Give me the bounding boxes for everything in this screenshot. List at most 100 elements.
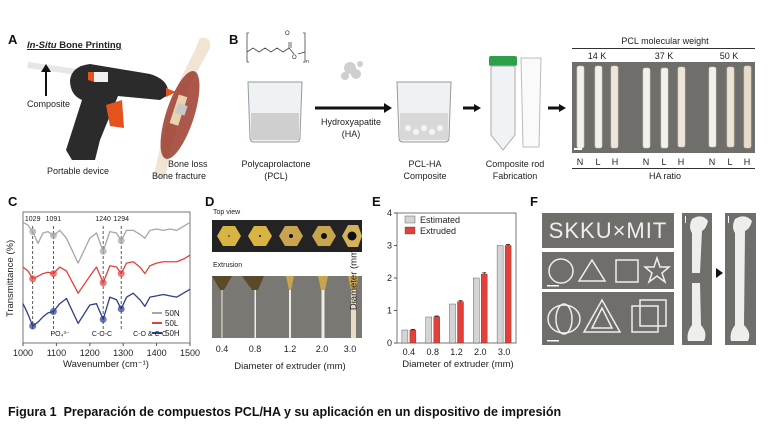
fractured-bone-photo: [682, 213, 712, 345]
ratio-l: L: [595, 157, 601, 167]
bar-extruded: [433, 316, 440, 344]
x-tick-label: 1200: [80, 348, 100, 358]
mw-37k: 37 K: [654, 51, 674, 61]
x-tick-label: 1300: [113, 348, 133, 358]
peak-marker: [49, 232, 57, 240]
peak-marker: [99, 279, 107, 287]
arrow-right-icon: [716, 268, 723, 278]
composite-label-2: Composite: [403, 171, 447, 181]
composite-label-1: PCL-HA: [408, 159, 442, 169]
size-tick: 1.2: [283, 344, 297, 354]
peak-marker: [99, 247, 107, 255]
beaker-composite: [396, 81, 452, 143]
pcl-structure: [246, 32, 306, 63]
x-tick-label: 1000: [13, 348, 33, 358]
panel-f-label: F: [530, 194, 538, 209]
title-italic: In-Situ: [27, 40, 57, 51]
x-tick-label: 1100: [47, 348, 66, 358]
panel-e-label: E: [372, 194, 381, 209]
legend-swatch: [404, 215, 416, 224]
x-tick-label: 0.8: [426, 347, 439, 357]
panel-b-label: B: [229, 32, 239, 47]
series-50L: [22, 254, 191, 294]
x-tick-label: 1400: [147, 348, 167, 358]
peak-marker: [99, 315, 107, 323]
arrow-right-icon: [315, 103, 392, 113]
arrow-right-icon: [548, 104, 566, 112]
ratio-n: N: [576, 157, 584, 167]
top-view-label: Top view: [213, 209, 241, 216]
repaired-bone-photo: [725, 213, 756, 345]
composite-label: Composite: [27, 99, 71, 109]
bar-y-axis-title: Diameter (mm): [348, 246, 360, 311]
arrow-up-icon: [41, 64, 51, 96]
arrow-right-icon: [463, 104, 481, 112]
printed-2d-shapes-photo: [542, 252, 674, 289]
y-tick-label: 1: [387, 306, 392, 316]
peak-marker: [49, 270, 57, 278]
glue-gun-illustration: [27, 37, 211, 179]
peak-marker: [49, 308, 57, 316]
peak-label: 1091: [46, 216, 62, 223]
y-tick-label: 0: [387, 338, 392, 348]
bar-extruded: [504, 245, 512, 344]
pcl-label-1: Polycaprolactone: [241, 159, 311, 169]
legend-swatch: [404, 226, 416, 235]
ratio-l: L: [727, 157, 733, 167]
printed-text-photo: SKKU×MIT: [542, 213, 674, 248]
size-tick: 3.0: [343, 344, 357, 354]
ha-label-1: Hydroxyapatite: [320, 117, 382, 127]
peak-marker: [117, 270, 125, 278]
bar-estimated: [496, 245, 504, 344]
title-rest: Bone Printing: [56, 40, 122, 51]
ha-powder: [341, 61, 363, 80]
ratio-l: L: [661, 157, 667, 167]
bar-extruded: [457, 301, 464, 344]
structure-n: n: [306, 59, 309, 65]
structure-oxygen: O: [285, 31, 290, 37]
beaker-pcl: [247, 81, 303, 143]
series-50H: [22, 288, 191, 327]
bar-estimated: [449, 303, 456, 344]
x-tick-label: 2.0: [474, 347, 487, 357]
legend-label: 50L: [165, 319, 179, 328]
portable-device-label: Portable device: [47, 166, 110, 176]
peak-marker: [117, 237, 125, 245]
ratio-n: N: [642, 157, 650, 167]
plot-frame: [22, 211, 191, 344]
printed-3d-shapes-photo: [542, 292, 674, 345]
figure-caption: Figura 1 Preparación de compuestos PCL/H…: [8, 405, 561, 419]
legend-label: Extruded: [420, 226, 456, 236]
bar-extruded: [409, 329, 417, 344]
extrusion-photo: [212, 276, 362, 338]
divider: [572, 168, 755, 169]
bone-loss-label: Bone loss: [168, 159, 208, 169]
ha-label-2: (HA): [341, 129, 361, 139]
peak-label: 1294: [113, 216, 129, 223]
panel-a-title: In-Situ Bone Printing: [27, 40, 121, 51]
peak-annotation: C-O & C-C: [133, 331, 167, 338]
size-tick: 2.0: [315, 344, 329, 354]
series-50N: [22, 221, 191, 264]
panel-d-label: D: [205, 194, 215, 209]
mw-50k: 50 K: [719, 51, 739, 61]
bar-estimated: [425, 316, 432, 344]
ratio-h: H: [743, 157, 751, 167]
d-x-axis-title: Diameter of extruder (mm): [234, 361, 346, 372]
size-tick: 0.8: [248, 344, 262, 354]
bar-extruded: [481, 273, 488, 344]
peak-marker: [29, 275, 37, 283]
structure-oxygen: O: [292, 55, 297, 61]
peak-marker: [29, 322, 37, 330]
legend-label: Estimated: [420, 215, 460, 225]
rod-label-2: Fabrication: [492, 171, 538, 181]
peak-label: 1029: [25, 216, 41, 223]
peak-marker: [29, 228, 37, 236]
x-tick-label: 1500: [180, 348, 200, 358]
bone-fracture-label: Bone fracture: [152, 171, 207, 181]
panel-c-label: C: [8, 194, 18, 209]
peak-label: 1240: [95, 216, 111, 223]
peak-marker: [117, 305, 125, 313]
